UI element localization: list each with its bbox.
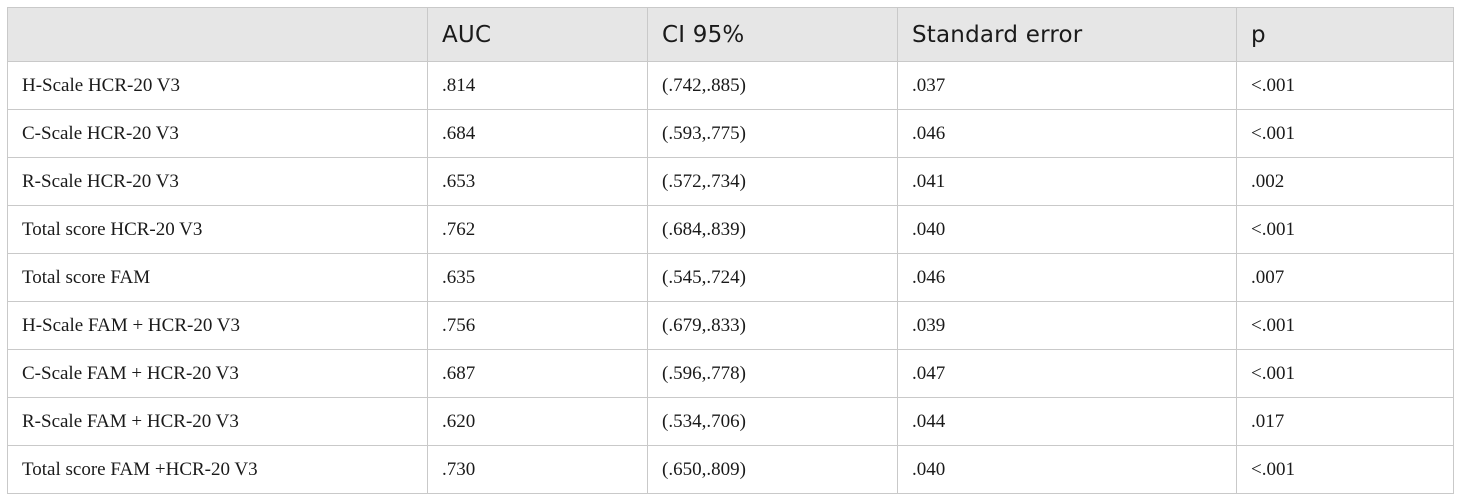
header-cell-measure	[7, 7, 428, 62]
measure-cell: R-Scale FAM + HCR-20 V3	[7, 397, 428, 446]
p-value-cell: <.001	[1236, 349, 1454, 398]
auc-cell: .762	[427, 205, 648, 254]
p-value-cell: <.001	[1236, 301, 1454, 350]
measure-cell: R-Scale HCR-20 V3	[7, 157, 428, 206]
ci-cell: (.534,.706)	[647, 397, 898, 446]
auc-cell: .635	[427, 253, 648, 302]
measure-cell: C-Scale HCR-20 V3	[7, 109, 428, 158]
table-row: Total score FAM +HCR-20 V3 .730 (.650,.8…	[7, 445, 1454, 494]
table-row: R-Scale HCR-20 V3 .653 (.572,.734) .041 …	[7, 157, 1454, 206]
header-cell-ci: CI 95%	[647, 7, 898, 62]
measure-cell: H-Scale FAM + HCR-20 V3	[7, 301, 428, 350]
table-row: H-Scale HCR-20 V3 .814 (.742,.885) .037 …	[7, 61, 1454, 110]
measure-cell: Total score FAM	[7, 253, 428, 302]
p-value-cell: <.001	[1236, 445, 1454, 494]
p-value-cell: <.001	[1236, 109, 1454, 158]
measure-cell: Total score HCR-20 V3	[7, 205, 428, 254]
standard-error-cell: .046	[897, 109, 1237, 158]
p-value-cell: <.001	[1236, 61, 1454, 110]
ci-cell: (.684,.839)	[647, 205, 898, 254]
header-cell-standard-error: Standard error	[897, 7, 1237, 62]
header-cell-auc: AUC	[427, 7, 648, 62]
measure-cell: C-Scale FAM + HCR-20 V3	[7, 349, 428, 398]
table-row: Total score HCR-20 V3 .762 (.684,.839) .…	[7, 205, 1454, 254]
auc-cell: .730	[427, 445, 648, 494]
standard-error-cell: .044	[897, 397, 1237, 446]
standard-error-cell: .039	[897, 301, 1237, 350]
ci-cell: (.679,.833)	[647, 301, 898, 350]
p-value-cell: <.001	[1236, 205, 1454, 254]
auc-cell: .653	[427, 157, 648, 206]
ci-cell: (.596,.778)	[647, 349, 898, 398]
standard-error-cell: .047	[897, 349, 1237, 398]
header-row: AUC CI 95% Standard error p	[7, 7, 1454, 62]
auc-cell: .620	[427, 397, 648, 446]
standard-error-cell: .040	[897, 205, 1237, 254]
measure-cell: Total score FAM +HCR-20 V3	[7, 445, 428, 494]
table-row: H-Scale FAM + HCR-20 V3 .756 (.679,.833)…	[7, 301, 1454, 350]
ci-cell: (.650,.809)	[647, 445, 898, 494]
ci-cell: (.545,.724)	[647, 253, 898, 302]
measure-cell: H-Scale HCR-20 V3	[7, 61, 428, 110]
standard-error-cell: .040	[897, 445, 1237, 494]
table-row: C-Scale FAM + HCR-20 V3 .687 (.596,.778)…	[7, 349, 1454, 398]
table-row: R-Scale FAM + HCR-20 V3 .620 (.534,.706)…	[7, 397, 1454, 446]
ci-cell: (.572,.734)	[647, 157, 898, 206]
auc-cell: .814	[427, 61, 648, 110]
table-row: Total score FAM .635 (.545,.724) .046 .0…	[7, 253, 1454, 302]
standard-error-cell: .037	[897, 61, 1237, 110]
results-table-container: AUC CI 95% Standard error p H-Scale HCR-…	[7, 7, 1454, 494]
ci-cell: (.593,.775)	[647, 109, 898, 158]
header-cell-p: p	[1236, 7, 1454, 62]
table-row: C-Scale HCR-20 V3 .684 (.593,.775) .046 …	[7, 109, 1454, 158]
auc-results-table: AUC CI 95% Standard error p H-Scale HCR-…	[7, 7, 1454, 494]
standard-error-cell: .041	[897, 157, 1237, 206]
auc-cell: .687	[427, 349, 648, 398]
p-value-cell: .017	[1236, 397, 1454, 446]
standard-error-cell: .046	[897, 253, 1237, 302]
auc-cell: .756	[427, 301, 648, 350]
auc-cell: .684	[427, 109, 648, 158]
p-value-cell: .002	[1236, 157, 1454, 206]
p-value-cell: .007	[1236, 253, 1454, 302]
ci-cell: (.742,.885)	[647, 61, 898, 110]
